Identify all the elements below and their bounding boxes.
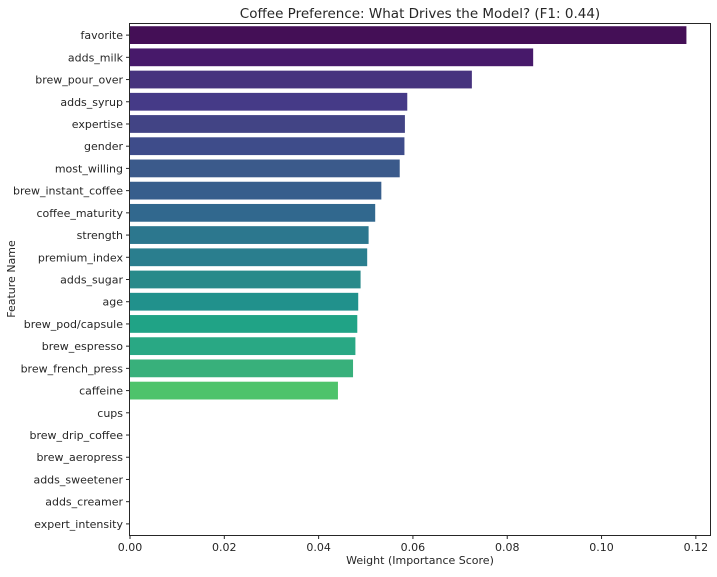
bar-brew-pod-capsule	[130, 315, 358, 333]
y-tick-label: brew_drip_coffee	[30, 429, 124, 442]
y-tick-label: brew_french_press	[21, 362, 124, 375]
bar-brew-espresso	[130, 337, 356, 356]
bar-favorite	[130, 26, 687, 44]
y-tick-label: brew_pour_over	[35, 74, 123, 87]
y-tick-labels: favorite adds_milk brew_pour_over adds_syru…	[13, 29, 130, 531]
y-tick-label: brew_aeropress	[36, 451, 123, 464]
bar-age	[130, 292, 359, 311]
bar-most-willing	[130, 159, 400, 178]
bar-expertise	[130, 115, 405, 133]
y-tick-label: adds_sugar	[60, 274, 123, 287]
bars-layer	[130, 26, 687, 400]
bar-brew-french-press	[130, 359, 354, 378]
bar-adds-syrup	[130, 92, 408, 111]
x-axis-label: Weight (Importance Score)	[346, 554, 494, 567]
x-tick-label: 0.06	[401, 541, 426, 554]
bar-strength	[130, 226, 369, 244]
y-tick-label: expert_intensity	[34, 518, 123, 531]
bar-caffeine	[130, 381, 338, 400]
bar-gender	[130, 137, 405, 156]
y-tick-label: cups	[97, 407, 123, 420]
y-tick-label: caffeine	[79, 385, 123, 398]
bar-adds-sugar	[130, 270, 361, 289]
x-tick-label: 0.12	[684, 541, 709, 554]
x-tick-label: 0.02	[212, 541, 237, 554]
y-tick-label: premium_index	[38, 251, 124, 264]
y-tick-label: gender	[84, 140, 123, 153]
x-tick-label: 0.04	[306, 541, 331, 554]
chart-title: Coffee Preference: What Drives the Model…	[240, 6, 600, 22]
x-tick-label: 0.08	[495, 541, 520, 554]
bar-coffee-maturity	[130, 203, 376, 222]
y-tick-label: most_willing	[55, 162, 123, 175]
y-tick-label: brew_instant_coffee	[13, 185, 123, 198]
x-tick-labels: 0.00 0.02 0.04 0.06 0.08 0.10 0.12	[118, 535, 708, 554]
bar-brew-instant-coffee	[130, 181, 382, 200]
y-tick-label: adds_creamer	[45, 496, 123, 509]
bar-brew-pour-over	[130, 70, 472, 89]
y-tick-label: brew_espresso	[42, 340, 124, 353]
plot-frame	[129, 23, 711, 536]
y-axis-label: Feature Name	[5, 240, 18, 318]
y-tick-label: strength	[77, 229, 123, 242]
y-tick-label: expertise	[72, 118, 123, 131]
y-tick-label: age	[103, 296, 124, 309]
x-tick-label: 0.10	[589, 541, 614, 554]
bar-adds-milk	[130, 48, 534, 67]
y-tick-label: adds_syrup	[60, 96, 123, 109]
y-tick-label: adds_sweetener	[33, 473, 123, 486]
bar-premium-index	[130, 248, 368, 267]
y-tick-label: favorite	[80, 29, 123, 42]
x-tick-label: 0.00	[118, 541, 143, 554]
y-tick-label: coffee_maturity	[36, 207, 123, 220]
y-tick-label: adds_milk	[68, 51, 124, 64]
y-tick-label: brew_pod/capsule	[24, 318, 123, 331]
